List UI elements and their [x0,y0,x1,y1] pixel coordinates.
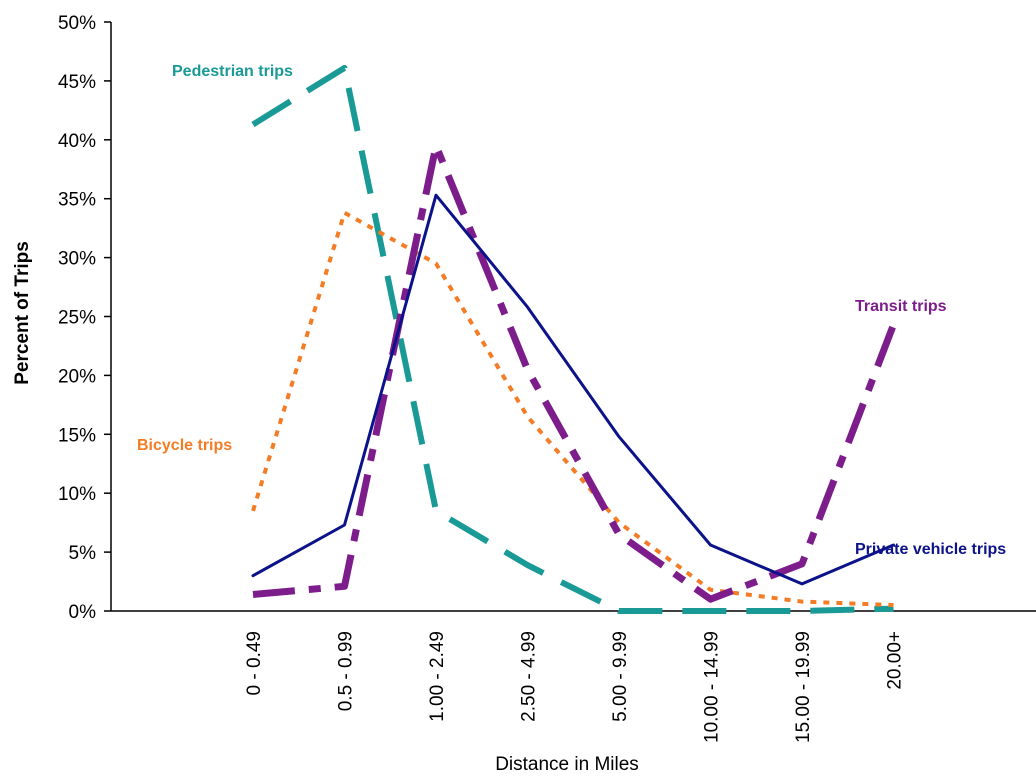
series-line-bicycle-trips [251,210,894,608]
series-line-pedestrian-trips [251,64,894,614]
y-tick-label: 20% [58,366,96,387]
series-labels: Pedestrian trips Bicycle trips Transit tri… [137,63,1006,558]
series-label: Transit trips [855,298,947,315]
x-tick-label: 20.00+ [885,631,906,690]
x-tick-label: 10.00 - 14.99 [702,631,723,743]
y-tick-label: 45% [58,72,96,93]
y-tick-label: 30% [58,249,96,270]
y-tick-label: 40% [58,131,96,152]
x-tick-label: 5.00 - 9.99 [610,631,631,722]
series-label: Pedestrian trips [172,63,293,80]
y-tick-label: 15% [58,425,96,446]
x-axis: 0 - 0.49 0.5 - 0.99 1.00 - 2.49 2.50 - 4.99… [111,610,1036,743]
y-tick-label: 0% [69,602,97,623]
y-tick-label: 50% [58,13,96,34]
series-line-transit-trips [252,142,897,603]
y-tick-label: 25% [58,308,96,329]
y-axis: 0% 5% 10% 15% 20% 25% 30% 35% 40% 45% 50% [58,13,112,623]
y-tick-label: 5% [69,543,97,564]
y-axis-title: Percent of Trips [12,241,33,385]
x-tick-label: 2.50 - 4.99 [519,631,540,722]
x-tick-label: 0 - 0.49 [244,631,265,695]
x-tick-label: 15.00 - 19.99 [793,631,814,743]
y-tick-label: 10% [58,484,96,505]
x-tick-label: 1.00 - 2.49 [427,631,448,722]
x-axis-title: Distance in Miles [495,754,639,775]
x-tick-label: 0.5 - 0.99 [336,631,357,711]
series-label: Private vehicle trips [855,541,1006,558]
series-line-private-vehicle-trips [251,193,895,586]
y-tick-label: 35% [58,190,96,211]
series-label: Bicycle trips [137,437,232,454]
series-lines [251,64,897,614]
